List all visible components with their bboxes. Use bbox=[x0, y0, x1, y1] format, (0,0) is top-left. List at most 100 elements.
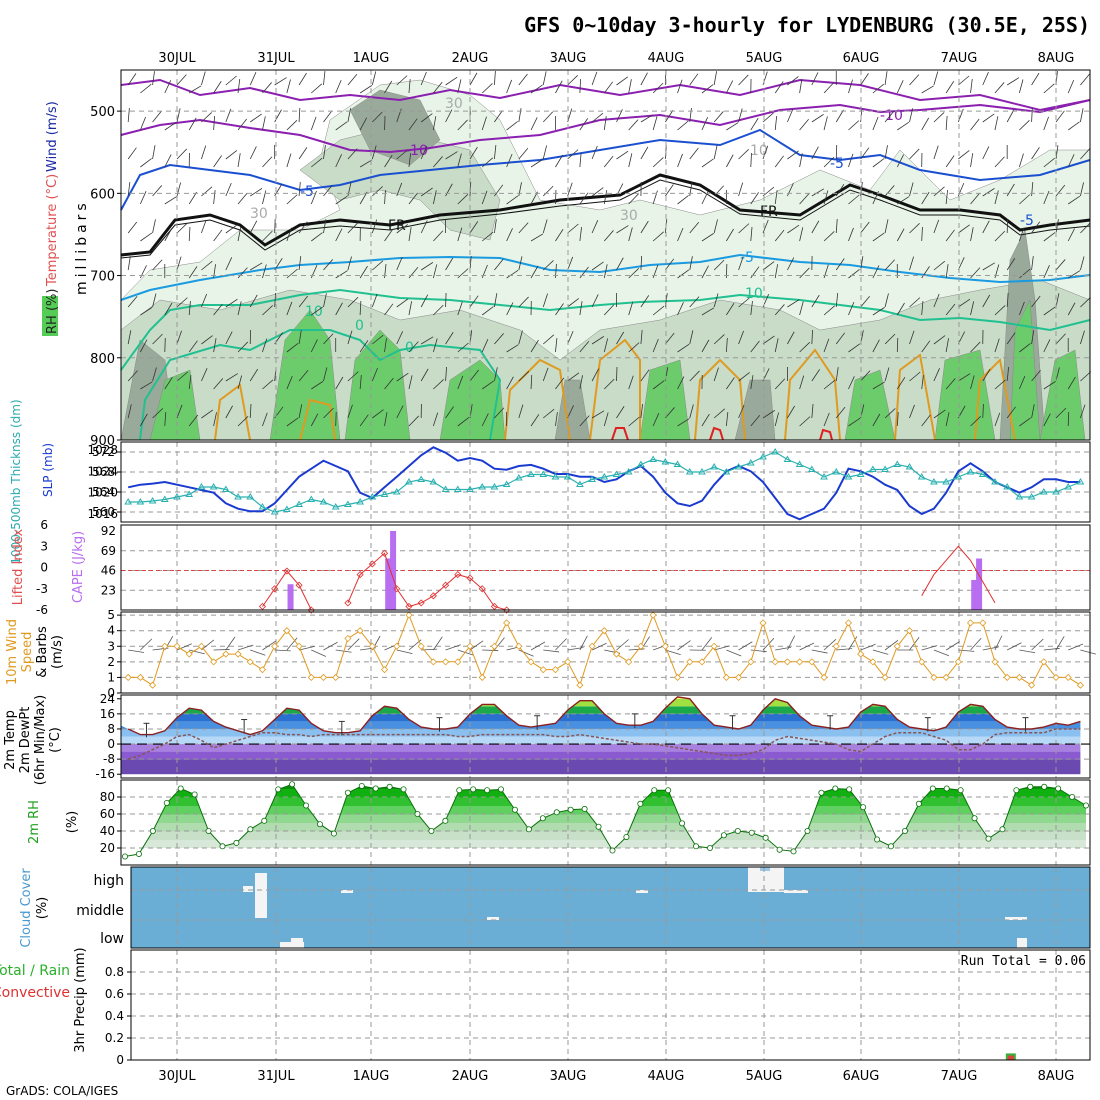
thickness-point bbox=[234, 493, 242, 500]
wind-barb bbox=[311, 649, 327, 657]
wind-speed-point bbox=[466, 642, 474, 650]
lifted-index-point bbox=[442, 581, 450, 589]
wind-barb bbox=[274, 77, 287, 86]
wind-barb bbox=[738, 297, 750, 308]
wind-barb bbox=[860, 296, 870, 308]
wind-barb bbox=[579, 301, 583, 316]
wind-barb bbox=[152, 408, 164, 419]
wind-barb bbox=[884, 185, 895, 197]
wind-barb bbox=[201, 293, 208, 308]
thickness-point bbox=[453, 485, 462, 492]
wind-barb bbox=[1006, 642, 1022, 651]
cloud-block bbox=[760, 867, 770, 871]
wind-barb bbox=[665, 649, 681, 656]
wind-barb bbox=[823, 231, 835, 242]
rh-point bbox=[1027, 783, 1034, 790]
wind-barb bbox=[726, 80, 734, 94]
temperature-fill bbox=[121, 696, 1081, 775]
rh-point bbox=[1041, 783, 1048, 790]
wind-speed-point bbox=[1028, 681, 1036, 689]
wind-barb bbox=[286, 417, 299, 427]
wind-barb bbox=[469, 256, 472, 271]
lifted-index-point bbox=[393, 585, 401, 593]
wind-barb bbox=[835, 332, 845, 345]
wind-barb bbox=[457, 301, 463, 316]
cape-tick-label: 23 bbox=[101, 583, 116, 597]
wind-speed-point bbox=[893, 642, 901, 650]
wind-barb bbox=[494, 258, 504, 271]
wind-barb bbox=[298, 370, 309, 382]
wind-barb bbox=[750, 152, 752, 168]
wind-barb bbox=[372, 260, 384, 271]
wind-barb bbox=[970, 79, 973, 94]
wind-barb bbox=[176, 330, 182, 345]
run-total-label: Run Total = 0.06 bbox=[961, 954, 1086, 969]
wind-barb bbox=[677, 269, 690, 279]
rh-point bbox=[706, 845, 713, 852]
y-tick-label: 8 bbox=[107, 722, 115, 736]
wind-barb bbox=[372, 111, 383, 123]
wind-barb bbox=[140, 307, 153, 316]
wind-barb bbox=[152, 367, 157, 382]
thickness-point bbox=[844, 473, 853, 480]
wind-barb bbox=[591, 145, 598, 160]
wind-barb bbox=[701, 265, 709, 279]
wind-barb bbox=[835, 258, 845, 271]
wind-barb bbox=[616, 150, 629, 160]
wind-barb bbox=[652, 82, 664, 94]
thickness-point bbox=[966, 468, 975, 475]
wind-barb bbox=[970, 375, 975, 390]
wind-barb bbox=[896, 377, 906, 390]
rh-point bbox=[316, 821, 323, 828]
wind-barb bbox=[542, 293, 548, 308]
wind-barb bbox=[957, 257, 965, 271]
wind-barb bbox=[152, 71, 155, 86]
wind-barb bbox=[396, 649, 413, 654]
panel-y-label: (6hr Min/Max) bbox=[33, 695, 48, 785]
contour-label: FR bbox=[760, 204, 778, 220]
wind-barb bbox=[359, 300, 362, 316]
wind-barb bbox=[640, 146, 649, 160]
wind-barb bbox=[799, 642, 815, 651]
wind-barb bbox=[579, 78, 582, 94]
wind-barb bbox=[872, 307, 885, 316]
wind-barb bbox=[628, 119, 639, 131]
wind-barb bbox=[762, 638, 775, 651]
panel-y-label: Speed bbox=[20, 632, 35, 673]
wind-barb bbox=[1031, 147, 1040, 160]
wind-barb bbox=[1043, 157, 1055, 168]
wind-barb bbox=[274, 293, 277, 308]
wind-barb bbox=[640, 295, 650, 308]
wind-barb bbox=[823, 82, 834, 94]
wind-speed-point bbox=[503, 619, 511, 627]
wind-barb bbox=[286, 375, 293, 390]
wind-barb bbox=[1080, 182, 1084, 197]
wind-barb bbox=[237, 118, 247, 131]
wind-speed-point bbox=[539, 666, 547, 674]
wind-barb bbox=[201, 409, 214, 419]
wind-barb bbox=[286, 637, 298, 651]
precip-tick-label: 0.8 bbox=[105, 965, 124, 979]
rh-point bbox=[289, 781, 296, 788]
wind-barb bbox=[298, 330, 302, 345]
wind-barb bbox=[628, 648, 645, 651]
wind-speed-point bbox=[185, 650, 193, 658]
wind-speed-point bbox=[564, 658, 572, 666]
wind-barb bbox=[750, 192, 759, 205]
wind-barb bbox=[298, 295, 309, 308]
wind-barb bbox=[542, 219, 548, 234]
wind-barb bbox=[1067, 376, 1076, 390]
wind-barb bbox=[884, 640, 899, 651]
bottom-date-label: 31JUL bbox=[257, 1069, 295, 1084]
wind-speed-point bbox=[429, 658, 437, 666]
wind-barb bbox=[628, 193, 639, 205]
wind-barb bbox=[347, 108, 351, 123]
thickness-point bbox=[551, 473, 560, 480]
cape-bar bbox=[287, 584, 294, 610]
wind-barb bbox=[188, 191, 197, 205]
wind-barb bbox=[164, 154, 172, 168]
y-tick-label: 0 bbox=[107, 686, 115, 700]
wind-barb bbox=[1031, 404, 1035, 419]
thickness-point bbox=[405, 478, 413, 485]
wind-barb bbox=[872, 116, 879, 131]
